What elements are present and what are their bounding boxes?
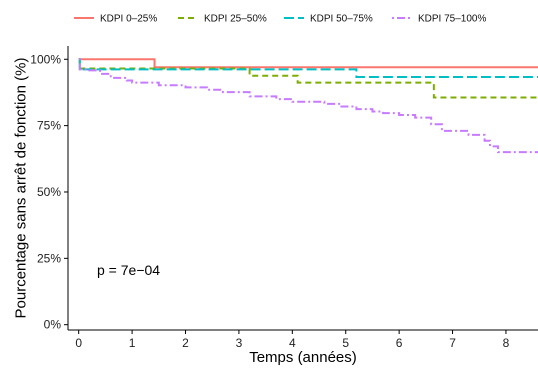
x-ticks: 0 1 2 3 4 5 6 7 8 (75, 330, 510, 350)
legend-label-3: KDPI 50–75% (310, 14, 373, 25)
legend-label-1: KDPI 0–25% (100, 14, 157, 25)
y-tick-label: 100% (30, 52, 61, 66)
x-axis-title: Temps (années) (249, 349, 357, 366)
x-tick-label: 2 (182, 336, 189, 350)
plot-area: 0 1 2 3 4 5 6 7 8 0% 25% 50% 75% 100% (30, 46, 538, 350)
x-tick-label: 1 (129, 336, 136, 350)
y-tick-label: 50% (37, 185, 61, 199)
x-tick-label: 8 (503, 336, 510, 350)
series-line-2 (78, 58, 538, 99)
y-ticks: 0% 25% 50% 75% 100% (30, 52, 68, 332)
x-tick-label: 6 (396, 336, 403, 350)
x-tick-label: 3 (236, 336, 243, 350)
legend-label-2: KDPI 25–50% (204, 14, 267, 25)
legend: KDPI 0–25% KDPI 25–50% KDPI 50–75% KDPI 75–… (74, 14, 486, 25)
series-line-4 (78, 58, 538, 154)
x-tick-label: 5 (342, 336, 349, 350)
series-line-1 (78, 58, 538, 69)
y-tick-label: 25% (37, 251, 61, 265)
y-tick-label: 0% (44, 318, 62, 332)
y-axis-title: Pourcentage sans arrêt de fonction (%) (12, 58, 29, 319)
x-tick-label: 4 (289, 336, 296, 350)
series-layer (78, 58, 538, 154)
x-tick-label: 0 (75, 336, 82, 350)
p-value-annotation: p = 7e−04 (97, 262, 160, 278)
legend-label-4: KDPI 75–100% (418, 14, 486, 25)
x-tick-label: 7 (449, 336, 456, 350)
y-tick-label: 75% (37, 119, 61, 133)
